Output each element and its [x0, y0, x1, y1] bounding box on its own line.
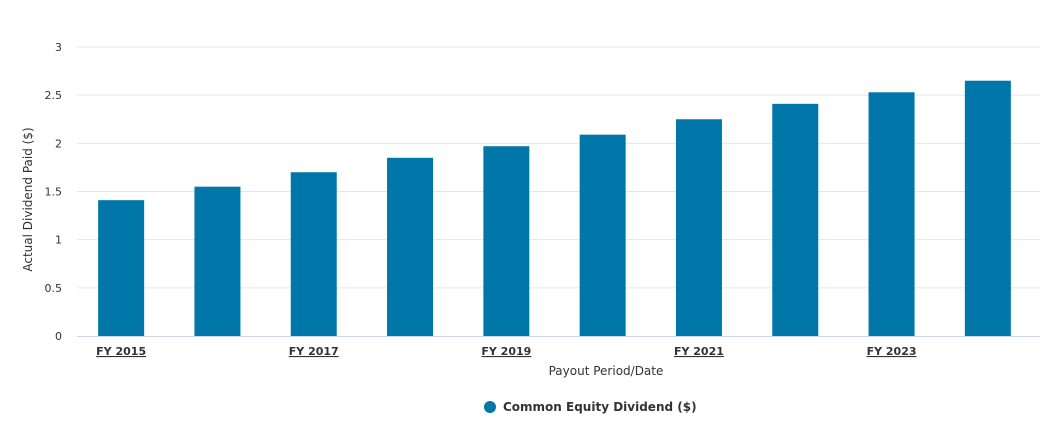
y-axis-ticks: 0 0.5 1 1.5 2 2.5 3 — [45, 41, 63, 343]
bar[interactable] — [868, 92, 915, 336]
x-tick-label[interactable]: FY 2023 — [867, 345, 917, 358]
legend[interactable]: Common Equity Dividend ($) — [484, 400, 697, 414]
bar[interactable] — [98, 200, 145, 336]
y-tick-label: 2 — [55, 137, 62, 150]
bars — [98, 80, 1011, 336]
bar[interactable] — [483, 146, 530, 336]
x-tick-label[interactable]: FY 2015 — [96, 345, 146, 358]
y-tick-label: 2.5 — [45, 89, 63, 102]
bar[interactable] — [675, 119, 722, 336]
y-tick-label: 1 — [55, 234, 62, 247]
x-axis-title: Payout Period/Date — [549, 364, 664, 378]
y-tick-label: 0 — [55, 330, 62, 343]
x-tick-label[interactable]: FY 2021 — [674, 345, 724, 358]
bar[interactable] — [194, 186, 241, 336]
y-tick-label: 1.5 — [45, 186, 63, 199]
x-tick-label[interactable]: FY 2017 — [289, 345, 339, 358]
legend-item-label[interactable]: Common Equity Dividend ($) — [503, 400, 697, 414]
y-tick-label: 0.5 — [45, 282, 63, 295]
x-tick-label[interactable]: FY 2019 — [481, 345, 531, 358]
bar[interactable] — [387, 157, 434, 336]
legend-marker-icon — [484, 401, 496, 413]
y-axis-title: Actual Dividend Paid ($) — [21, 127, 35, 271]
y-tick-label: 3 — [55, 41, 62, 54]
bar[interactable] — [964, 80, 1011, 336]
bar[interactable] — [579, 134, 626, 336]
bar[interactable] — [290, 172, 337, 336]
x-axis-ticks: FY 2015 FY 2017 FY 2019 FY 2021 FY 2023 — [96, 345, 916, 358]
bar[interactable] — [772, 103, 819, 336]
